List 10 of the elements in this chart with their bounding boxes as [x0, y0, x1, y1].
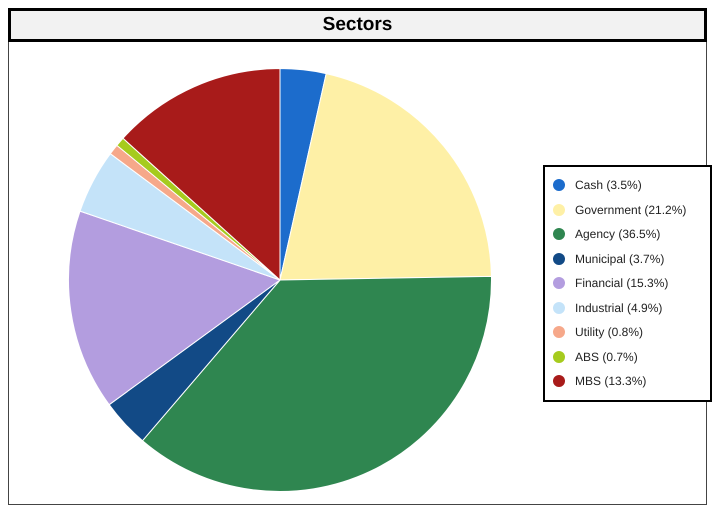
legend-label: Cash (3.5%)	[575, 178, 642, 192]
chart-title: Sectors	[8, 8, 707, 42]
legend-label: Municipal (3.7%)	[575, 252, 664, 266]
legend-label: Agency (36.5%)	[575, 227, 660, 242]
legend-label: MBS (13.3%)	[575, 374, 646, 388]
legend-label: Utility (0.8%)	[575, 325, 644, 340]
legend-label: ABS (0.7%)	[575, 350, 638, 364]
legend-label: Industrial (4.9%)	[575, 300, 662, 315]
legend-label: Government (21.2%)	[575, 202, 686, 217]
legend-label: Financial (15.3%)	[575, 276, 668, 290]
